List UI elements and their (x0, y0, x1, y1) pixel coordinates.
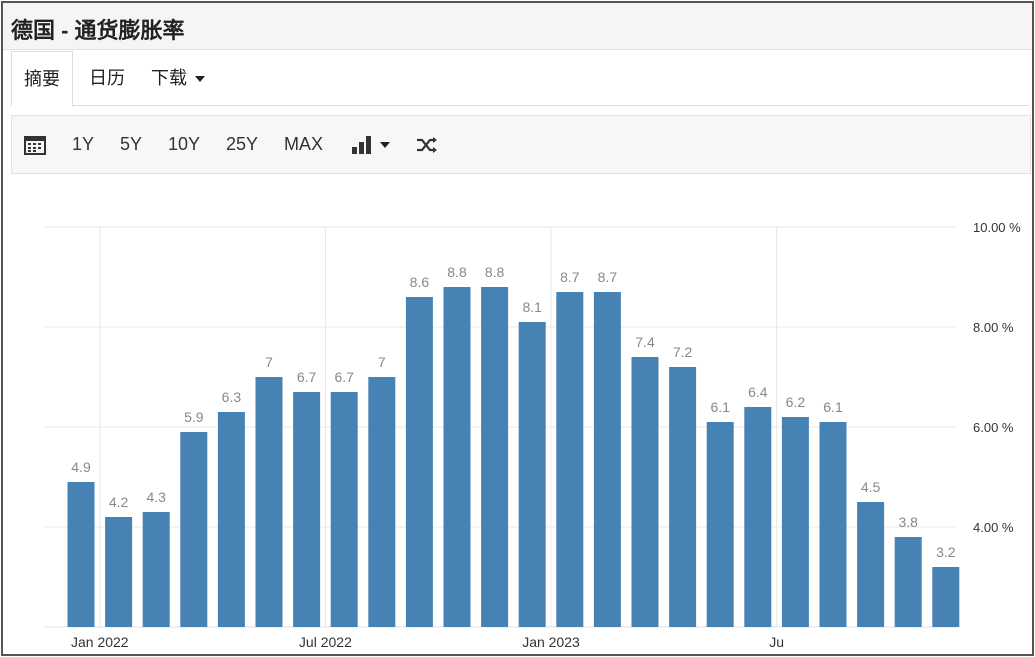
bar (217, 412, 245, 627)
bar (819, 422, 847, 627)
bar (894, 537, 922, 627)
bar-value-label: 8.7 (598, 269, 618, 285)
bar-value-label: 7 (378, 354, 386, 370)
chevron-down-icon (380, 142, 390, 149)
bar-value-label: 7.4 (635, 334, 655, 350)
bar-value-label: 3.8 (898, 514, 918, 530)
bar (669, 367, 697, 627)
bar-value-label: 6.7 (334, 369, 354, 385)
y-tick-label: 8.00 % (973, 320, 1014, 335)
bar-value-label: 6.1 (823, 399, 843, 415)
tab-summary-label: 摘要 (24, 69, 60, 89)
tab-download[interactable]: 下载 (151, 51, 205, 105)
bar (293, 392, 321, 627)
bar-value-label: 7.2 (673, 344, 693, 360)
calendar-icon (24, 136, 46, 156)
bar-value-label: 7 (265, 354, 273, 370)
bar-value-label: 6.1 (710, 399, 730, 415)
tab-download-label: 下载 (151, 68, 187, 88)
tab-calendar-label: 日历 (89, 68, 125, 88)
bar (631, 357, 659, 627)
bar-value-label: 8.6 (410, 274, 430, 290)
bar (593, 292, 621, 627)
bar-value-label: 8.7 (560, 269, 580, 285)
tab-summary[interactable]: 摘要 (11, 51, 73, 107)
bar-value-label: 5.9 (184, 409, 204, 425)
range-25y-button[interactable]: 25Y (226, 134, 259, 154)
bar (67, 482, 95, 627)
page-title: 德国 - 通货膨胀率 (11, 18, 185, 43)
calendar-button[interactable] (24, 116, 46, 173)
x-tick-label: Jan 2023 (522, 634, 580, 650)
bar (255, 377, 283, 627)
chart-area: 4.00 % 6.00 % 8.00 % 10.00 % 4.9 4.2 4.3 5.9 6.3… (11, 175, 1029, 653)
bar-value-label: 6.4 (748, 384, 768, 400)
bar-chart: 4.00 % 6.00 % 8.00 % 10.00 % 4.9 4.2 4.3 5.9 6.3… (45, 220, 1021, 650)
bar-value-label: 4.5 (861, 479, 881, 495)
tab-calendar[interactable]: 日历 (89, 51, 125, 105)
chart-toolbar: 1Y 5Y 10Y 25Y MAX (11, 115, 1031, 174)
bar-chart-icon (352, 136, 371, 155)
bar (330, 392, 358, 627)
tab-bar: 摘要 日历 下载 (11, 51, 1029, 107)
bar (518, 322, 546, 627)
range-5y-button[interactable]: 5Y (120, 134, 143, 154)
bar-value-label: 8.1 (522, 299, 542, 315)
y-tick-label: 6.00 % (973, 420, 1014, 435)
chart-type-dropdown[interactable] (352, 116, 390, 173)
range-max-button[interactable]: MAX (284, 134, 324, 154)
bar (443, 287, 471, 627)
y-tick-label: 4.00 % (973, 520, 1014, 535)
bar-value-label: 6.3 (222, 389, 242, 405)
x-tick-label: Jul 2022 (299, 634, 352, 650)
bar-value-label: 4.2 (109, 494, 129, 510)
range-1y-button[interactable]: 1Y (72, 134, 95, 154)
chevron-down-icon (195, 76, 205, 83)
bar-value-label: 8.8 (485, 264, 505, 280)
y-tick-label: 10.00 % (973, 220, 1021, 235)
shuffle-icon (417, 137, 437, 154)
compare-button[interactable] (416, 116, 438, 173)
bar (142, 512, 170, 627)
x-tick-label: Ju (769, 634, 784, 650)
bar-value-label: 4.3 (146, 489, 166, 505)
bar-value-label: 6.7 (297, 369, 317, 385)
bar (180, 432, 208, 627)
bar (481, 287, 509, 627)
bar-value-label: 4.9 (71, 459, 91, 475)
bar (706, 422, 734, 627)
bar-value-label: 3.2 (936, 544, 956, 560)
bar-value-label: 8.8 (447, 264, 467, 280)
x-tick-label: Jan 2022 (71, 634, 129, 650)
bar-value-label: 6.2 (786, 394, 806, 410)
bar (781, 417, 809, 627)
title-bar: 德国 - 通货膨胀率 (3, 3, 1032, 50)
bar (368, 377, 396, 627)
bar (405, 297, 433, 627)
bar (556, 292, 584, 627)
bar (932, 567, 960, 627)
bar (105, 517, 133, 627)
bar (857, 502, 885, 627)
range-10y-button[interactable]: 10Y (168, 134, 201, 154)
bar (744, 407, 772, 627)
